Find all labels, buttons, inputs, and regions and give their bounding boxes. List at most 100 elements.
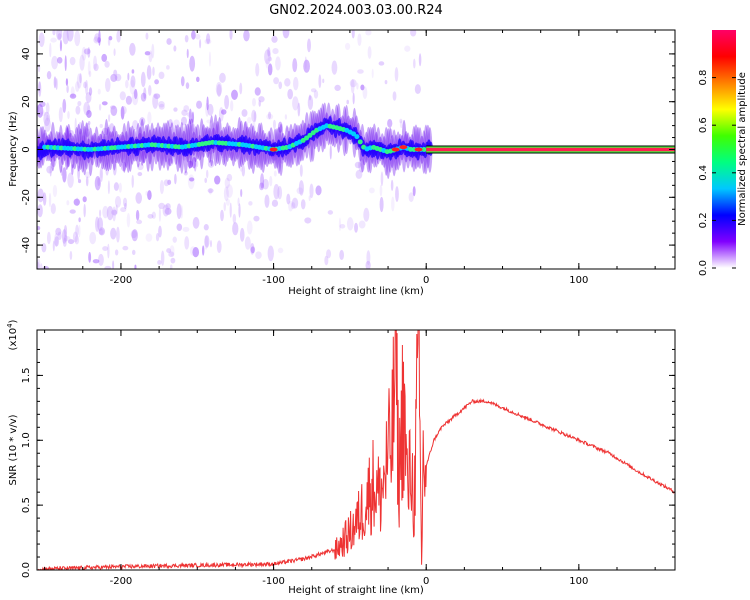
noise-blob [208,51,211,67]
noise-blob [394,67,399,82]
noise-blob [191,123,196,132]
noise-blob [219,72,226,83]
noise-blob [58,107,63,123]
noise-blob [114,249,119,256]
noise-blob [93,36,100,44]
noise-blob [42,265,49,269]
noise-blob [79,73,82,84]
noise-blob [40,263,43,269]
noise-blob [88,70,92,78]
noise-blob [231,89,238,100]
noise-blob [87,60,91,75]
noise-blob [137,163,144,171]
noise-blob [145,32,149,40]
noise-blob [180,116,188,126]
noise-blob [273,184,280,200]
noise-blob [307,95,314,110]
noise-blob [137,133,142,141]
noise-blob [140,92,147,102]
noise-blob [120,207,127,213]
noise-blob [105,162,109,176]
noise-blob [89,231,97,245]
noise-blob [84,171,91,179]
noise-blob [38,81,42,97]
noise-blob [131,249,136,256]
noise-blob [122,245,129,251]
noise-blob [148,84,152,96]
noise-blob [98,103,102,111]
noise-blob [183,105,190,112]
noise-blob [44,117,51,132]
snr-ylabel: SNR (10 * v/v) [8,414,19,485]
noise-blob [255,63,260,77]
noise-blob [172,236,177,243]
noise-blob [116,226,120,243]
noise-blob [262,178,269,190]
noise-blob [246,117,252,124]
noise-blob [164,151,167,166]
noise-blob [158,100,165,108]
noise-blob [275,56,281,71]
noise-blob [271,35,278,43]
noise-blob [118,182,122,193]
noise-blob [173,119,180,128]
noise-blob [192,127,197,135]
snr-axes: -200 -100 0 100 0.0 0.5 1.0 1.5 [21,330,675,587]
spectrogram-xtick-label-1: -100 [262,275,285,286]
noise-blob [239,82,243,95]
noise-blob [57,231,62,241]
noise-blob [102,205,109,219]
noise-blob [193,157,197,172]
hotspot-3 [414,147,423,152]
noise-blob [264,194,270,208]
noise-blob [272,48,279,55]
noise-blob [282,30,290,39]
noise-blob [186,48,189,59]
noise-blob [158,202,166,210]
noise-blob [410,30,417,37]
noise-blob [65,78,69,86]
noise-blob [220,109,227,115]
noise-blob [204,177,208,183]
noise-blob [37,188,44,203]
noise-blob [170,257,176,264]
noise-blob [237,197,240,207]
noise-blob [153,93,161,99]
noise-blob [164,207,172,215]
noise-blob [209,240,212,248]
noise-blob [67,172,74,188]
noise-blob [62,98,67,113]
noise-blob [157,260,162,265]
noise-blob [223,186,229,201]
noise-blob [52,240,55,252]
noise-blob [98,30,101,46]
noise-blob [143,87,147,100]
noise-blob [183,171,188,176]
noise-blob [232,213,237,224]
noise-blob [113,182,119,191]
noise-blob [252,97,256,107]
noise-blob [119,91,126,101]
noise-blob [97,88,101,95]
noise-blob [309,183,314,199]
noise-blob [189,55,196,72]
noise-blob [244,236,251,250]
noise-blob [346,217,354,231]
noise-blob [55,78,58,90]
noise-blob [63,225,68,237]
noise-blob [297,102,301,117]
snr-xtick-label-0: -200 [110,576,133,587]
noise-blob [273,170,277,177]
noise-blob [207,160,215,168]
noise-blob [223,201,226,212]
noise-blob [37,258,41,269]
noise-blob [162,204,170,217]
noise-blob [62,30,69,45]
noise-blob [120,105,127,115]
noise-blob [339,223,346,229]
noise-blob [82,196,87,203]
noise-blob [292,96,299,111]
spectrogram-ytick-label-1: -20 [21,189,32,205]
spectrogram-xtick-label-3: 100 [569,275,588,286]
noise-blob [329,145,332,160]
